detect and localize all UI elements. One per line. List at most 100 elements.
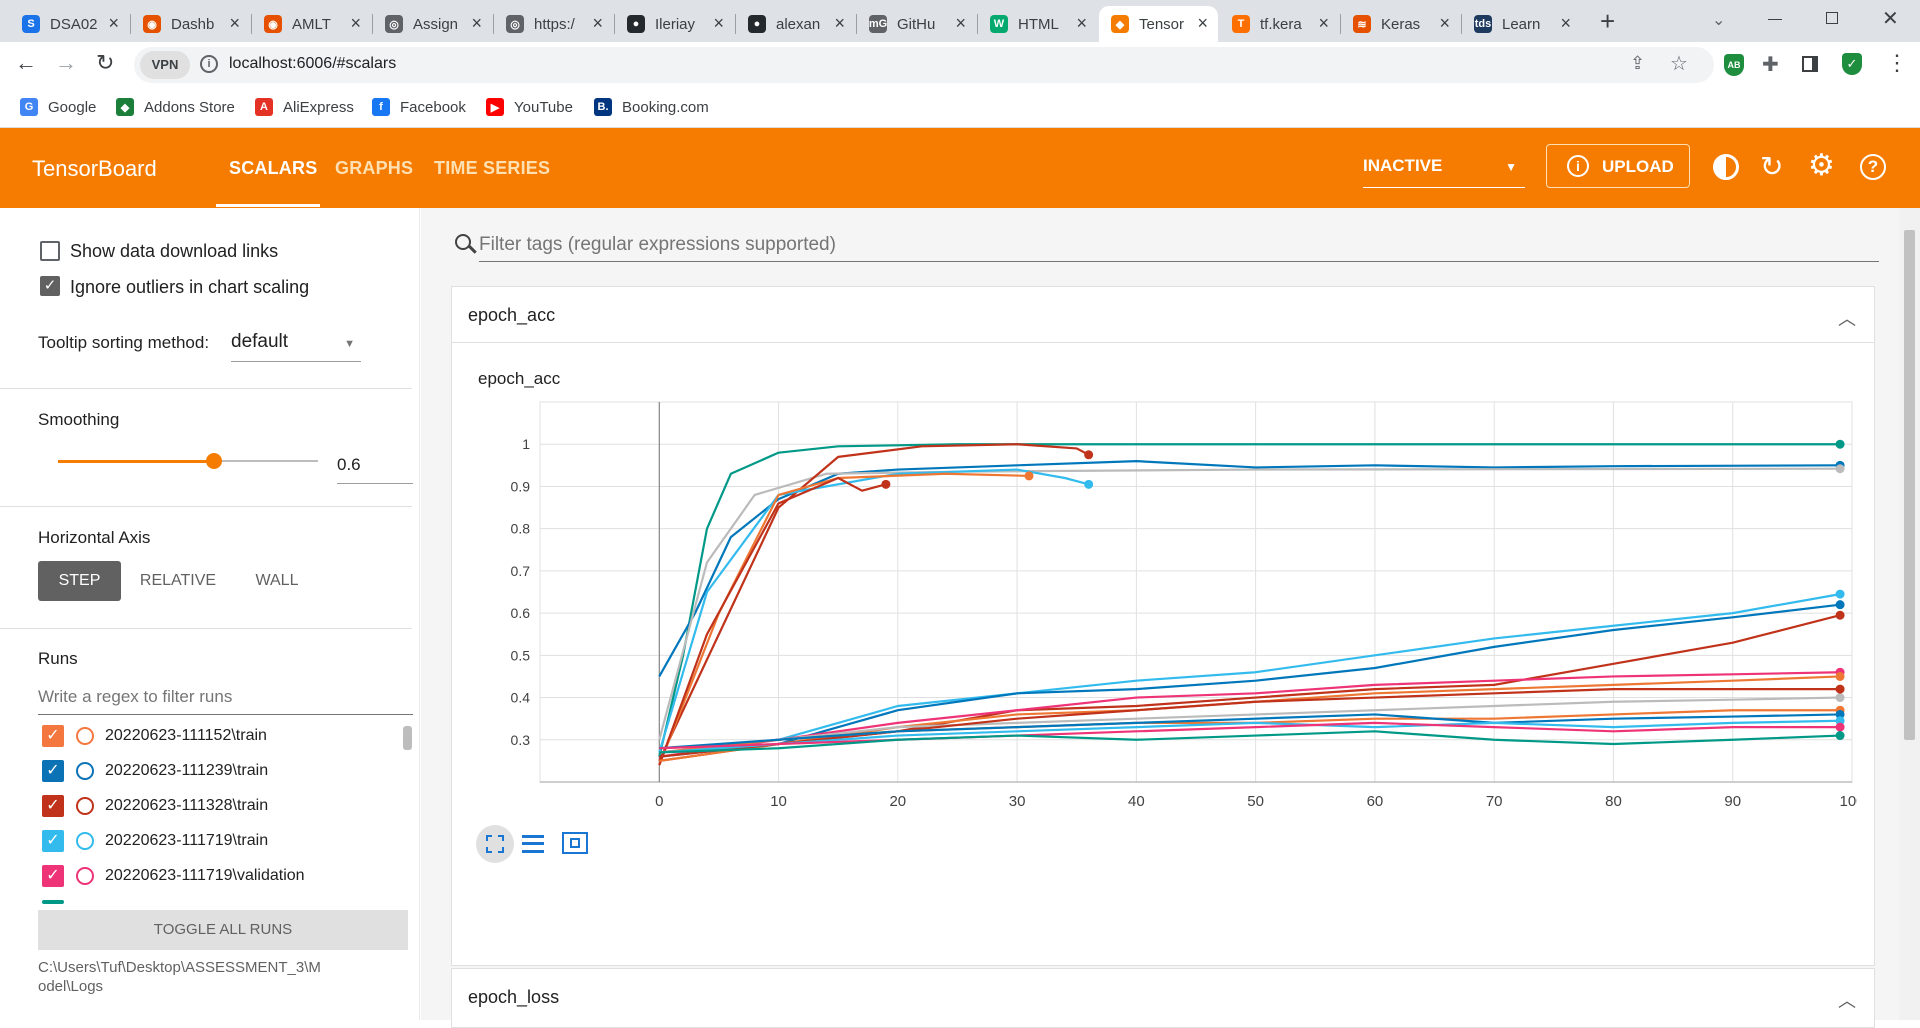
tab-graphs[interactable]: GRAPHS	[335, 158, 414, 178]
run-label[interactable]: 20220623-111152\train	[105, 727, 267, 744]
axis-step-button[interactable]: STEP	[38, 561, 121, 601]
page-scrollbar[interactable]	[1899, 208, 1920, 1020]
tab-close-icon[interactable]: ×	[350, 13, 361, 33]
epoch-acc-chart[interactable]: 0.30.40.50.60.70.80.910 10 20 30 40 50 60 70 80 9…	[482, 392, 1857, 812]
bookmark-item[interactable]: ▶ YouTube	[486, 98, 573, 116]
tab-close-icon[interactable]: ×	[592, 13, 603, 33]
tab-close-icon[interactable]: ×	[1560, 13, 1571, 33]
address-bar[interactable]: VPN i localhost:6006/#scalars ⇪ ☆	[134, 47, 1714, 83]
collapse-icon[interactable]: ︿	[1838, 309, 1856, 329]
browser-tab[interactable]: ◉ Dashb ×	[131, 6, 250, 42]
tab-close-icon[interactable]: ×	[1439, 13, 1450, 33]
run-checkbox[interactable]	[42, 900, 64, 904]
download-links-checkbox[interactable]	[40, 241, 60, 261]
share-icon[interactable]: ⇪	[1630, 53, 1646, 73]
tooltip-sorting-select[interactable]: default ▼	[231, 326, 361, 362]
expand-chart-icon[interactable]	[562, 832, 588, 854]
settings-gear-icon[interactable]: ⚙	[1808, 149, 1835, 182]
bookmark-item[interactable]: f Facebook	[372, 98, 466, 116]
browser-tab[interactable]: tds Learn ×	[1462, 6, 1581, 42]
card-title[interactable]: epoch_acc	[468, 305, 556, 325]
new-tab-button[interactable]: +	[1600, 6, 1616, 36]
browser-tab[interactable]: mG GitHu ×	[857, 6, 976, 42]
toggle-log-icon[interactable]	[522, 835, 544, 853]
browser-menu-icon[interactable]: ⋮	[1886, 50, 1908, 75]
browser-tab[interactable]: ◎ Assign ×	[373, 6, 492, 42]
refresh-icon[interactable]: ↻	[1760, 151, 1784, 182]
run-checkbox[interactable]: ✓	[42, 865, 64, 887]
browser-tab[interactable]: ◉ AMLT ×	[252, 6, 371, 42]
run-color-circle-icon[interactable]	[76, 727, 94, 745]
smoothing-input[interactable]: 0.6	[337, 450, 413, 484]
upload-button[interactable]: i UPLOAD	[1546, 144, 1690, 188]
tab-close-icon[interactable]: ×	[713, 13, 724, 33]
ignore-outliers-checkbox[interactable]: ✓	[40, 276, 60, 296]
tab-close-icon[interactable]: ×	[108, 13, 119, 33]
url-text[interactable]: localhost:6006/#scalars	[229, 55, 397, 72]
status-select[interactable]: INACTIVE ▼	[1363, 156, 1525, 188]
axis-relative-button[interactable]: RELATIVE	[139, 572, 217, 589]
runs-filter-input[interactable]	[38, 679, 413, 715]
adblock-extension-icon[interactable]: AB	[1724, 54, 1744, 76]
axis-wall-button[interactable]: WALL	[255, 572, 299, 589]
tab-close-icon[interactable]: ×	[834, 13, 845, 33]
sidepanel-icon[interactable]	[1802, 56, 1818, 72]
tab-search-icon[interactable]: ⌄	[1712, 12, 1726, 29]
tab-close-icon[interactable]: ×	[471, 13, 482, 33]
tab-close-icon[interactable]: ×	[1318, 13, 1329, 33]
run-color-circle-icon[interactable]	[76, 832, 94, 850]
bookmark-star-icon[interactable]: ☆	[1670, 53, 1688, 75]
close-window-button[interactable]: ✕	[1882, 8, 1899, 30]
toggle-all-runs-button[interactable]: TOGGLE ALL RUNS	[38, 910, 408, 950]
browser-tab[interactable]: W HTML ×	[978, 6, 1097, 42]
collapse-icon[interactable]: ︿	[1838, 991, 1856, 1011]
tab-close-icon[interactable]: ×	[1197, 13, 1208, 33]
vpn-badge[interactable]: VPN	[140, 51, 190, 79]
run-checkbox[interactable]: ✓	[42, 830, 64, 852]
browser-tab[interactable]: S DSA02 ×	[10, 6, 129, 42]
smoothing-slider[interactable]	[58, 453, 318, 469]
tab-scalars[interactable]: SCALARS	[229, 158, 318, 178]
browser-tab[interactable]: ≋ Keras ×	[1341, 6, 1460, 42]
run-label[interactable]: 20220623-111719\train	[105, 832, 269, 849]
bookmark-item[interactable]: B. Booking.com	[594, 98, 709, 116]
browser-tab[interactable]: ● Ileriay ×	[615, 6, 734, 42]
fit-domain-icon[interactable]	[476, 825, 514, 863]
ignore-outliers-label[interactable]: Ignore outliers in chart scaling	[70, 277, 310, 297]
minimize-button[interactable]	[1768, 10, 1788, 20]
bookmark-item[interactable]: G Google	[20, 98, 96, 116]
forward-icon[interactable]: →	[55, 50, 77, 75]
browser-tab[interactable]: ● alexan ×	[736, 6, 855, 42]
run-label[interactable]: 20220623-111239\train	[105, 762, 269, 779]
run-label[interactable]: 20220623-111719\validation	[105, 867, 305, 884]
theme-toggle-icon[interactable]	[1713, 154, 1739, 180]
run-color-circle-icon[interactable]	[76, 797, 94, 815]
smoothing-slider-thumb[interactable]	[206, 453, 222, 469]
shield-extension-icon[interactable]: ✓	[1842, 53, 1862, 75]
tab-close-icon[interactable]: ×	[229, 13, 240, 33]
site-info-icon[interactable]: i	[200, 55, 218, 73]
run-checkbox[interactable]: ✓	[42, 760, 64, 782]
bookmark-item[interactable]: A AliExpress	[255, 98, 354, 116]
tab-time-series[interactable]: TIME SERIES	[434, 158, 551, 178]
help-icon[interactable]: ?	[1860, 154, 1886, 180]
run-color-circle-icon[interactable]	[76, 867, 94, 885]
bookmark-item[interactable]: ◆ Addons Store	[116, 98, 235, 116]
run-label[interactable]: 20220623-111328\train	[105, 797, 269, 814]
extensions-puzzle-icon[interactable]: ✚	[1762, 54, 1779, 76]
browser-tab[interactable]: ◎ https:/ ×	[494, 6, 613, 42]
download-links-label[interactable]: Show data download links	[70, 241, 279, 261]
runs-scrollbar-thumb[interactable]	[403, 726, 412, 750]
restore-button[interactable]	[1826, 12, 1838, 24]
reload-icon[interactable]: ↻	[96, 50, 115, 75]
tab-close-icon[interactable]: ×	[1076, 13, 1087, 33]
card-title[interactable]: epoch_loss	[468, 987, 560, 1007]
page-scrollbar-thumb[interactable]	[1904, 230, 1915, 740]
browser-tab[interactable]: ◆ Tensor ×	[1099, 6, 1218, 42]
filter-tags-input[interactable]	[479, 228, 1879, 262]
back-icon[interactable]: ←	[15, 50, 37, 75]
run-color-circle-icon[interactable]	[76, 762, 94, 780]
brand-title[interactable]: TensorBoard	[32, 156, 157, 181]
tab-close-icon[interactable]: ×	[955, 13, 966, 33]
